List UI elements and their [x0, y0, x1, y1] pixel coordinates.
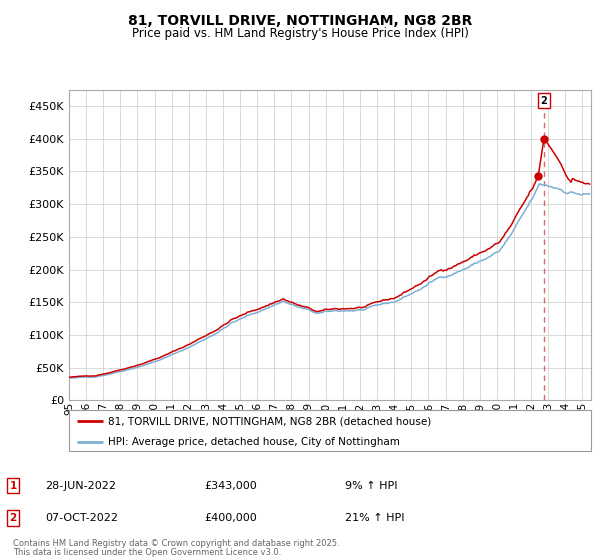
- Text: HPI: Average price, detached house, City of Nottingham: HPI: Average price, detached house, City…: [108, 437, 400, 446]
- Text: 1: 1: [10, 480, 17, 491]
- Text: Price paid vs. HM Land Registry's House Price Index (HPI): Price paid vs. HM Land Registry's House …: [131, 27, 469, 40]
- Text: Contains HM Land Registry data © Crown copyright and database right 2025.: Contains HM Land Registry data © Crown c…: [13, 539, 340, 548]
- Text: 07-OCT-2022: 07-OCT-2022: [45, 513, 118, 523]
- Text: 81, TORVILL DRIVE, NOTTINGHAM, NG8 2BR (detached house): 81, TORVILL DRIVE, NOTTINGHAM, NG8 2BR (…: [108, 417, 431, 426]
- Text: This data is licensed under the Open Government Licence v3.0.: This data is licensed under the Open Gov…: [13, 548, 281, 557]
- Text: 21% ↑ HPI: 21% ↑ HPI: [345, 513, 404, 523]
- FancyBboxPatch shape: [69, 410, 591, 451]
- Text: £343,000: £343,000: [204, 480, 257, 491]
- Text: 2: 2: [541, 96, 547, 106]
- Text: 9% ↑ HPI: 9% ↑ HPI: [345, 480, 398, 491]
- Text: 81, TORVILL DRIVE, NOTTINGHAM, NG8 2BR: 81, TORVILL DRIVE, NOTTINGHAM, NG8 2BR: [128, 14, 472, 28]
- Text: £400,000: £400,000: [204, 513, 257, 523]
- Text: 2: 2: [10, 513, 17, 523]
- Text: 28-JUN-2022: 28-JUN-2022: [45, 480, 116, 491]
